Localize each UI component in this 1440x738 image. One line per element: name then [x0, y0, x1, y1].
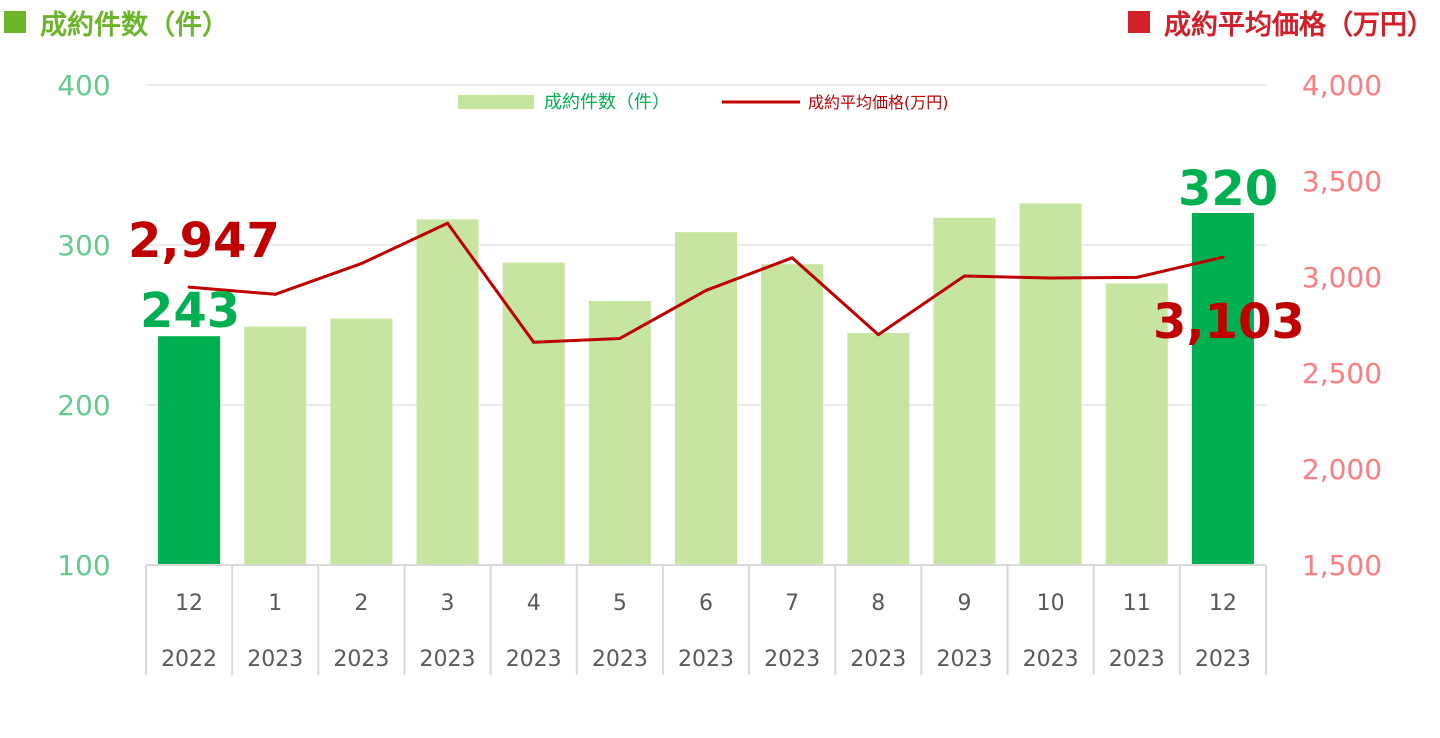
bar [761, 264, 824, 565]
bar [588, 301, 651, 565]
year-label: 2023 [678, 647, 734, 672]
right-axis-title: 成約平均価格（万円） [1128, 0, 1434, 44]
right-axis-tick-label: 3,500 [1302, 165, 1382, 198]
month-label: 4 [527, 591, 541, 616]
bar [675, 232, 737, 565]
annotation-price-start: 2,947 [128, 213, 280, 269]
price-point [273, 292, 277, 296]
month-label: 10 [1037, 591, 1065, 616]
month-label: 3 [441, 591, 455, 616]
legend-line-label: 成約平均価格(万円) [808, 93, 949, 112]
bar [1191, 213, 1254, 565]
bar [933, 217, 996, 566]
price-point [1049, 276, 1053, 280]
year-label: 2023 [850, 647, 906, 672]
bar [502, 262, 565, 565]
year-label: 2023 [1109, 647, 1165, 672]
left-axis-title-text: 成約件数（件） [40, 9, 229, 41]
year-label: 2023 [1195, 647, 1251, 672]
bar [244, 326, 307, 565]
year-label: 2023 [506, 647, 562, 672]
bar [1105, 283, 1168, 565]
price-point [1221, 255, 1225, 259]
right-axis-tick-label: 3,000 [1302, 261, 1382, 294]
left-axis-tick-label: 100 [57, 549, 110, 582]
bar [1019, 203, 1082, 565]
left-axis-title: 成約件数（件） [4, 0, 229, 44]
bar [416, 219, 479, 565]
right-axis-tick-label: 2,500 [1302, 357, 1382, 390]
year-label: 2023 [936, 647, 992, 672]
price-point [876, 333, 880, 337]
legend-bar-swatch [458, 95, 534, 109]
price-point [1135, 275, 1139, 279]
left-axis-tick-label: 400 [57, 69, 110, 102]
month-label: 11 [1123, 591, 1151, 616]
annotation-price-end: 3,103 [1153, 294, 1305, 350]
month-label: 2 [354, 591, 368, 616]
month-label: 5 [613, 591, 627, 616]
price-point [359, 262, 363, 266]
price-point [187, 285, 191, 289]
year-label: 2023 [333, 647, 389, 672]
price-point [704, 288, 708, 292]
month-label: 9 [957, 591, 971, 616]
green-square-icon [4, 11, 26, 33]
year-label: 2023 [1023, 647, 1079, 672]
price-point [962, 274, 966, 278]
price-point [446, 221, 450, 225]
right-axis-tick-label: 1,500 [1302, 549, 1382, 582]
left-axis-tick-label: 300 [57, 229, 110, 262]
bar [158, 336, 221, 565]
year-label: 2022 [161, 647, 217, 672]
month-label: 1 [268, 591, 282, 616]
legend-bar-label: 成約件数（件） [544, 92, 670, 113]
bar [330, 318, 393, 565]
right-axis-tick-label: 2,000 [1302, 453, 1382, 486]
year-label: 2023 [420, 647, 476, 672]
month-label: 12 [1209, 591, 1237, 616]
year-label: 2023 [592, 647, 648, 672]
annotation-count-start: 243 [140, 283, 240, 339]
right-axis-title-text: 成約平均価格（万円） [1164, 9, 1434, 41]
price-point [532, 340, 536, 344]
red-square-icon [1128, 11, 1150, 33]
year-label: 2023 [247, 647, 303, 672]
month-label: 7 [785, 591, 799, 616]
month-label: 6 [699, 591, 713, 616]
month-label: 12 [175, 591, 203, 616]
annotation-count-end: 320 [1178, 161, 1278, 217]
price-point [790, 256, 794, 260]
left-axis-tick-label: 200 [57, 389, 110, 422]
year-label: 2023 [764, 647, 820, 672]
month-label: 8 [871, 591, 885, 616]
bar [847, 333, 910, 565]
right-axis-tick-label: 4,000 [1302, 69, 1382, 102]
price-point [618, 336, 622, 340]
